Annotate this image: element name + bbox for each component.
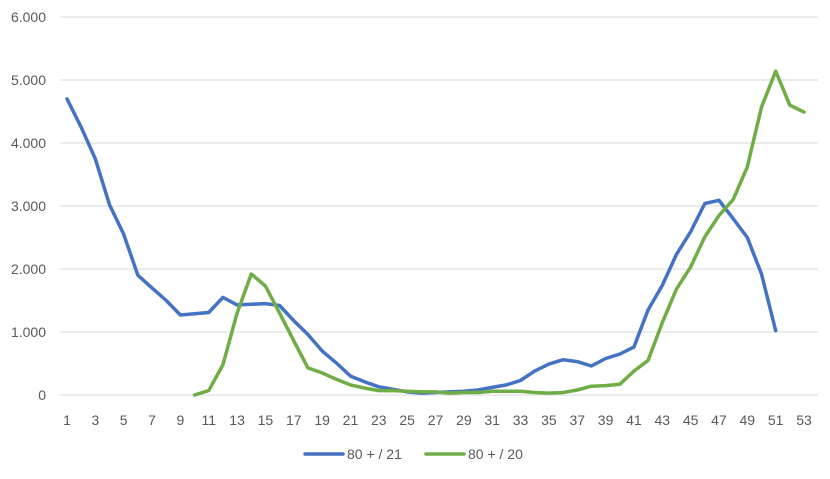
x-tick-label: 9	[176, 412, 184, 428]
x-tick-label: 35	[541, 412, 557, 428]
x-tick-label: 45	[683, 412, 699, 428]
series-lines	[65, 69, 806, 397]
x-tick-label: 51	[768, 412, 784, 428]
x-tick-label: 3	[91, 412, 99, 428]
y-tick-label: 3.000	[11, 198, 46, 214]
x-tick-label: 37	[569, 412, 585, 428]
x-tick-label: 49	[740, 412, 756, 428]
x-tick-label: 27	[428, 412, 444, 428]
x-tick-label: 15	[258, 412, 274, 428]
x-axis-tick-labels: 1 3 5 7 9 11 13 15 17 19 21 23 25 27 29 31 33 35 37 39 41 43 4…	[63, 412, 812, 428]
x-tick-label: 11	[201, 412, 216, 428]
x-tick-label: 43	[654, 412, 670, 428]
x-tick-label: 5	[120, 412, 128, 428]
y-tick-label: 0	[38, 387, 46, 403]
x-tick-label: 13	[229, 412, 245, 428]
x-tick-label: 25	[399, 412, 415, 428]
x-tick-label: 53	[796, 412, 812, 428]
legend-label-2: 80 + / 20	[468, 446, 523, 462]
y-tick-label: 4.000	[11, 135, 46, 151]
x-tick-label: 1	[63, 412, 71, 428]
gridlines	[60, 16, 818, 396]
legend-label-1: 80 + / 21	[347, 446, 402, 462]
x-tick-label: 19	[314, 412, 330, 428]
y-axis-tick-labels: 0 1.000 2.000 3.000 4.000 5.000 6.000	[11, 9, 46, 403]
y-tick-label: 5.000	[11, 72, 46, 88]
y-tick-label: 1.000	[11, 324, 46, 340]
legend: 80 + / 21 80 + / 20	[303, 446, 523, 462]
x-tick-label: 33	[513, 412, 529, 428]
y-tick-label: 2.000	[11, 261, 46, 277]
x-tick-label: 31	[484, 412, 500, 428]
x-tick-label: 17	[286, 412, 302, 428]
x-tick-label: 41	[626, 412, 642, 428]
series-line-2	[192, 69, 806, 397]
y-tick-label: 6.000	[11, 9, 46, 25]
x-tick-label: 29	[456, 412, 472, 428]
x-tick-label: 7	[148, 412, 156, 428]
x-tick-label: 23	[371, 412, 387, 428]
x-tick-label: 47	[711, 412, 727, 428]
x-tick-label: 39	[598, 412, 614, 428]
x-tick-label: 21	[343, 412, 359, 428]
